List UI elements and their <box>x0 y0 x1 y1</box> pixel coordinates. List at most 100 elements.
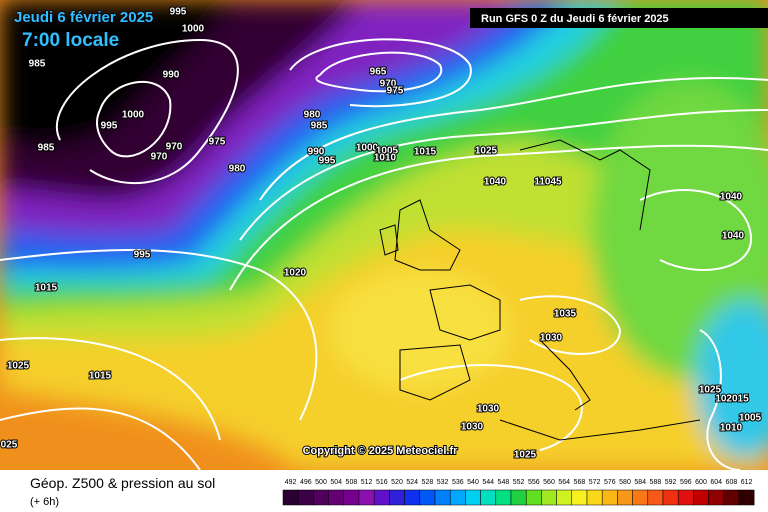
isobar-label: 025 <box>1 440 18 451</box>
scale-swatch <box>571 489 588 506</box>
isobar-label: 975 <box>387 86 404 97</box>
footer-title: Géop. Z500 & pression au sol <box>30 475 215 491</box>
isobar-label: 1030 <box>477 404 500 415</box>
scale-swatch <box>389 489 405 506</box>
color-scale: 492 496 500 504 508 512 516 520 524 528 532 536 540 5… <box>282 479 755 506</box>
isobar-label: 1005 <box>739 413 762 424</box>
scale-swatch <box>404 489 421 506</box>
scale-swatch <box>434 489 451 506</box>
isobar-label: 1035 <box>554 309 577 320</box>
scale-label: 540 <box>467 479 479 486</box>
scale-swatch <box>465 489 481 506</box>
scale-label: 508 <box>346 479 358 486</box>
scale-swatch <box>738 489 755 506</box>
isobar-label: 102015 <box>715 394 749 405</box>
scale-swatch <box>419 489 436 506</box>
scale-label: 584 <box>634 479 646 486</box>
scale-label: 548 <box>498 479 510 486</box>
isobar-label: 1000 <box>182 24 205 35</box>
scale-swatch <box>313 489 329 506</box>
scale-swatch <box>297 489 314 506</box>
scale-label: 564 <box>558 479 570 486</box>
scale-label: 600 <box>695 479 707 486</box>
isobar-label: 1015 <box>35 283 58 294</box>
isobar-label: 1015 <box>89 371 112 382</box>
isobar-label: 1025 <box>699 385 722 396</box>
scale-swatch <box>556 489 573 506</box>
scale-label: 512 <box>361 479 373 486</box>
date: Jeudi 6 février 2025 <box>14 9 153 26</box>
run: Run GFS 0 Z du Jeudi 6 février 2025 <box>481 13 669 25</box>
isobar-label: 1010 <box>720 423 743 434</box>
scale-label: 580 <box>619 479 631 486</box>
scale-label: 588 <box>650 479 662 486</box>
scale-label: 528 <box>422 479 434 486</box>
scale-label: 504 <box>330 479 342 486</box>
scale-label: 572 <box>589 479 601 486</box>
scale-label: 496 <box>300 479 312 486</box>
isobar-label: 1025 <box>514 450 537 461</box>
isobar-label: 970 <box>380 79 397 90</box>
scale-label: 544 <box>482 479 494 486</box>
scale-swatch <box>586 489 603 506</box>
scale-swatch <box>541 489 557 506</box>
isobar-label: 965 <box>370 67 387 78</box>
scale-label: 516 <box>376 479 388 486</box>
coastlines <box>379 139 701 441</box>
scale-label: 596 <box>680 479 692 486</box>
scale-swatch <box>449 489 466 506</box>
isobar-label: 1020 <box>284 268 307 279</box>
isobars <box>0 38 768 470</box>
scale-label: 524 <box>406 479 418 486</box>
isobar-label: 975 <box>209 137 226 148</box>
isobar-label: 970 <box>151 152 168 163</box>
scale-swatch <box>510 489 527 506</box>
isobar-label: 985 <box>29 59 46 70</box>
scale-label: 576 <box>604 479 616 486</box>
scale-label: 536 <box>452 479 464 486</box>
copyright: Copyright © 2025 Meteociel.fr <box>303 445 459 457</box>
scale-swatch <box>723 489 740 506</box>
scale-label: 520 <box>391 479 403 486</box>
isobar-label: 980 <box>229 164 246 175</box>
scale-label: 612 <box>741 479 753 486</box>
isobar-label: 995 <box>134 250 151 261</box>
scale-swatch <box>632 489 649 506</box>
scale-swatch <box>677 489 694 506</box>
isobar-label: 11045 <box>534 177 562 188</box>
scale-label: 568 <box>574 479 586 486</box>
scale-swatch <box>328 489 345 506</box>
scale-swatch <box>495 489 512 506</box>
isobar-label: 995 <box>101 121 118 132</box>
scale-label: 608 <box>726 479 738 486</box>
scale-label: 592 <box>665 479 677 486</box>
scale-swatch <box>525 489 542 506</box>
scale-swatch <box>708 489 725 506</box>
scale-label: 604 <box>710 479 722 486</box>
isobar-label: 1015 <box>414 147 437 158</box>
time: 7:00 locale <box>22 30 119 51</box>
scale-label: 492 <box>285 479 297 486</box>
isobar-label: 1025 <box>475 146 498 157</box>
isobar-label: 970 <box>166 142 183 153</box>
isobar-label: 980 <box>304 110 321 121</box>
isobar-label: 1000 <box>122 110 145 121</box>
scale-swatch <box>358 489 375 506</box>
scale-swatch <box>647 489 664 506</box>
isobar-label: 1040 <box>484 177 507 188</box>
scale-label: 552 <box>513 479 525 486</box>
isobar-label: 1040 <box>722 231 745 242</box>
scale-swatch <box>282 489 299 506</box>
scale-swatch <box>662 489 679 506</box>
isobar-label: 1025 <box>7 361 30 372</box>
isobar-label: 995 <box>319 156 336 167</box>
isobar-label: 1005 <box>376 146 399 157</box>
run-box <box>470 8 768 28</box>
scale-label: 500 <box>315 479 327 486</box>
isobar-label: 990 <box>163 70 180 81</box>
scale-swatch <box>617 489 633 506</box>
isobar-label: 1010 <box>374 153 397 164</box>
